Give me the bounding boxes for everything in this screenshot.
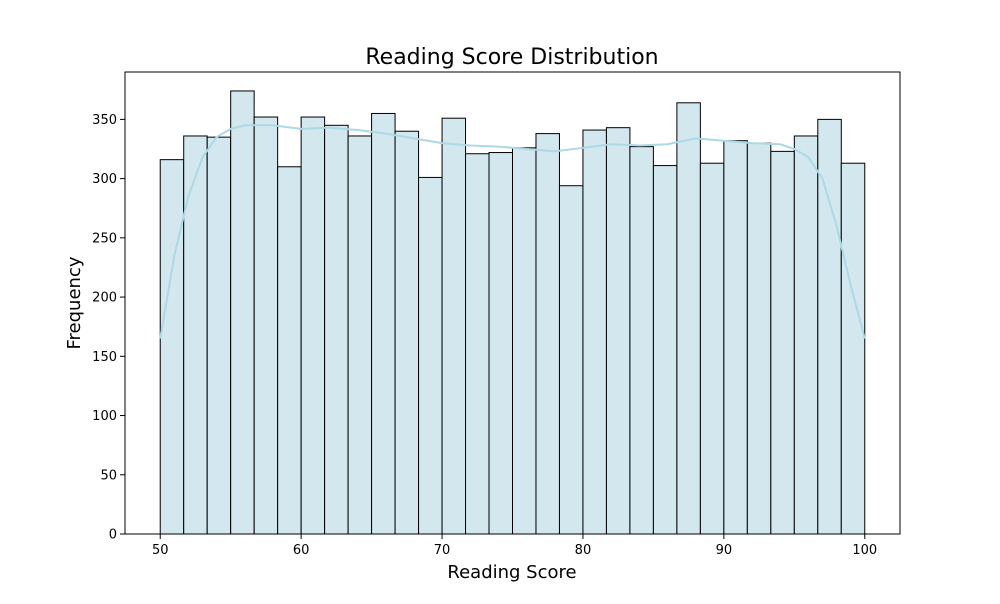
plot-frame [124,71,901,535]
histogram-bar [793,135,819,535]
histogram-bar [394,130,420,535]
histogram-bar [582,129,607,535]
x-tick-label: 70 [434,543,451,558]
x-tick-label: 50 [152,543,169,558]
histogram-bar [347,135,373,535]
histogram-bar [723,140,748,535]
bars-layer [159,90,866,535]
histogram-bar [746,142,772,535]
histogram-bar [465,153,490,535]
histogram-bar [418,176,443,535]
histogram-bar [699,162,725,535]
histogram-bar [230,90,255,535]
histogram-bar [512,147,537,535]
histogram-bar [441,117,467,535]
y-axis-label: Frequency [64,256,85,349]
x-axis-ticks: 50 60 70 80 90 100 [152,534,877,558]
y-tick-label: 300 [92,172,117,187]
y-tick-label: 0 [109,528,117,543]
histogram-bar [183,135,208,535]
histogram-bar [605,127,631,535]
x-tick-label: 90 [716,543,733,558]
histogram-bar [324,124,349,535]
histogram-bar [206,136,232,535]
y-axis-ticks: 0 50 100 150 200 250 300 350 [92,113,125,543]
x-tick-label: 60 [293,543,310,558]
histogram-bar [817,118,842,535]
histogram-bar [159,159,185,535]
y-tick-label: 250 [92,231,117,246]
histogram-bar [558,185,584,535]
histogram-bar [770,150,795,535]
y-tick-label: 350 [92,113,117,128]
kde-curve [159,124,866,339]
y-tick-label: 100 [92,409,117,424]
histogram-bar [676,102,701,535]
y-tick-label: 50 [100,468,117,483]
histogram-bar [371,112,396,535]
histogram-bar [840,162,866,535]
histogram-bar [535,133,560,535]
y-tick-label: 150 [92,350,117,365]
chart-title: Reading Score Distribution [365,45,658,70]
histogram-bar [629,146,654,535]
histogram-bar [300,116,326,535]
kde-layer [159,124,866,339]
histogram-bar [277,166,302,535]
histogram-bar [488,152,513,535]
histogram-bar [652,165,678,535]
y-tick-label: 200 [92,291,117,306]
x-tick-label: 100 [852,543,877,558]
x-tick-label: 80 [575,543,592,558]
x-axis-label: Reading Score [447,562,576,583]
histogram-bar [253,116,279,535]
